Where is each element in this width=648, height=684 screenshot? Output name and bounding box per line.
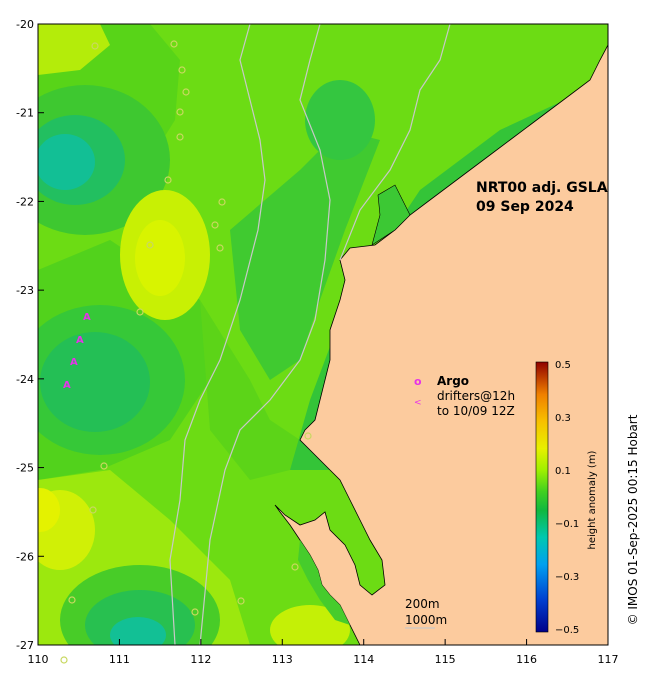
- x-tick-label: 111: [109, 653, 130, 666]
- colorbar-tick-label: 0.1: [555, 466, 571, 477]
- y-tick-label: -26: [16, 550, 34, 563]
- svg-text:A: A: [63, 380, 71, 391]
- x-tick-label: 114: [353, 653, 374, 666]
- legend: o Argo < drifters@12h to 10/09 12Z 200m …: [405, 374, 515, 629]
- svg-text:A: A: [76, 335, 84, 346]
- y-tick-label: -24: [16, 373, 34, 386]
- y-tick-label: -22: [16, 195, 34, 208]
- x-tick-label: 110: [28, 653, 49, 666]
- land-mass: [274, 24, 608, 645]
- map-frame: [37, 23, 609, 646]
- product-title: NRT00 adj. GSLA: [476, 180, 608, 196]
- axis-labels: 110 111 112 113 114 115 116 117 -20 -21 -22 -23 -24 -…: [16, 18, 618, 666]
- colorbar-tick-label: 0.3: [555, 413, 571, 424]
- product-date: 09 Sep 2024: [476, 199, 574, 215]
- imos-credit: © IMOS 01-Sep-2025 00:15 Hobart: [626, 414, 640, 625]
- argo-floats: [60, 40, 312, 664]
- colorbar-tick-label: 0.5: [555, 360, 571, 371]
- x-tick-label: 113: [272, 653, 293, 666]
- x-tick-label: 115: [435, 653, 456, 666]
- y-tick-label: -27: [16, 639, 34, 652]
- drifter-symbol: <: [414, 398, 422, 408]
- x-tick-label: 116: [516, 653, 537, 666]
- isobath-lines: [169, 24, 451, 645]
- y-tick-label: -23: [16, 284, 34, 297]
- y-tick-label: -20: [16, 18, 34, 31]
- isobath-200-label: 200m: [405, 597, 440, 611]
- colorbar-tick-label: −0.5: [555, 625, 579, 636]
- y-tick-label: -21: [16, 107, 34, 120]
- y-tick-label: -25: [16, 462, 34, 475]
- argo-legend-label: Argo: [437, 374, 469, 388]
- colorbar: 0.5 0.3 0.1 −0.1 −0.3 −0.5 height anomaly (m): [535, 360, 598, 636]
- drifter-legend-line1: drifters@12h: [437, 389, 515, 403]
- x-tick-label: 112: [190, 653, 211, 666]
- svg-text:A: A: [83, 312, 91, 323]
- isobath-1000-label: 1000m: [405, 613, 447, 627]
- colorbar-tick-label: −0.1: [555, 519, 579, 530]
- svg-text:A: A: [70, 357, 78, 368]
- colorbar-tick-label: −0.3: [555, 572, 579, 583]
- drifter-legend-line2: to 10/09 12Z: [437, 404, 515, 418]
- argo-symbol: o: [414, 375, 422, 388]
- drifter-tracks: A A A A: [63, 312, 91, 391]
- colorbar-title: height anomaly (m): [587, 450, 598, 549]
- x-tick-label: 117: [598, 653, 619, 666]
